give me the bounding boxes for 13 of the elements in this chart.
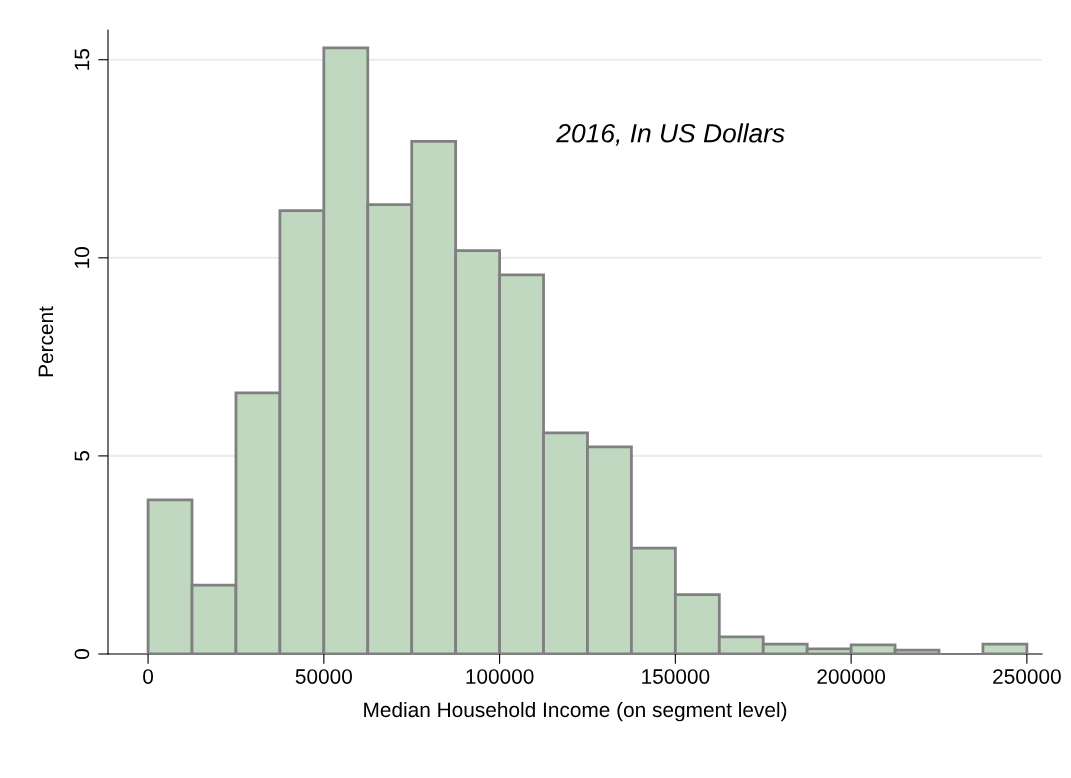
annotation: 2016, In US Dollars [556, 123, 785, 146]
x-tick-label: 250000 [993, 669, 1061, 684]
y-tick-label: 0 [74, 649, 90, 659]
x-tick-label: 50000 [295, 669, 352, 684]
x-tick-label: 100000 [466, 669, 534, 684]
x-tick-label: 0 [143, 669, 154, 684]
y-tick-label: 5 [74, 450, 90, 461]
y-axis-title: Percent [38, 306, 54, 377]
y-tick-label: 15 [74, 49, 90, 70]
x-tick-label: 150000 [642, 669, 710, 684]
x-tick-label: 200000 [817, 669, 886, 684]
x-axis-title: Median Household Income (on segment level) [364, 701, 787, 722]
y-tick-label: 10 [74, 247, 90, 268]
